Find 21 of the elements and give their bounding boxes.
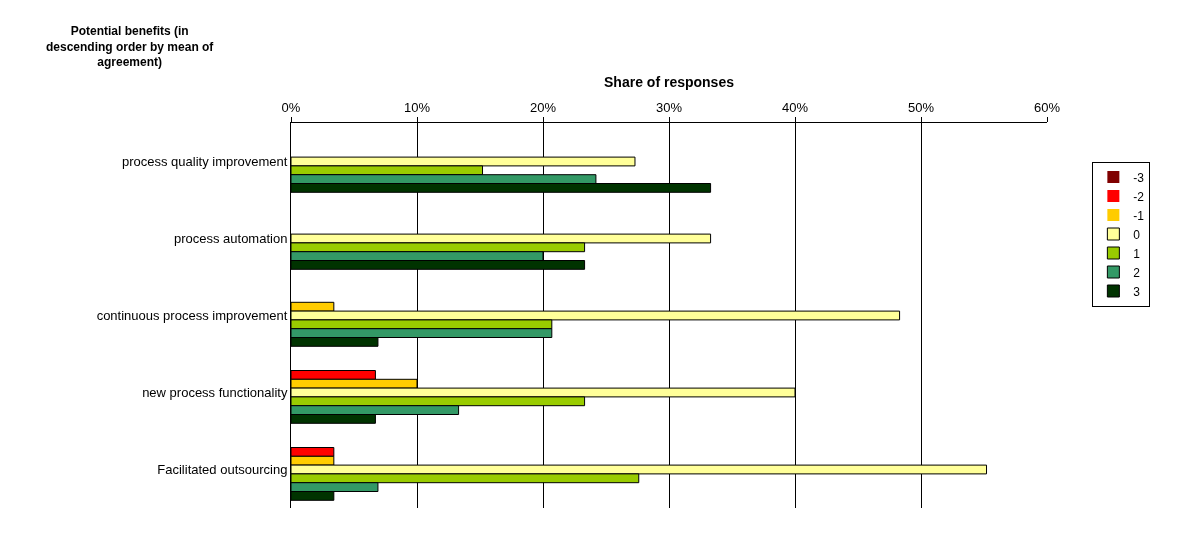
x-tick-label: 30% [655,99,683,115]
y-tick-label: Facilitated outsourcing [157,462,288,478]
legend-label: 2 [1133,265,1141,280]
legend-label: 1 [1133,246,1141,261]
x-tick-label: 0% [281,99,301,115]
x-tick-label: 20% [529,99,557,115]
legend-label: 3 [1133,284,1141,299]
x-tick-label: 40% [781,99,809,115]
x-tick-label: 60% [1033,99,1061,115]
legend-label: -3 [1133,170,1145,185]
y-tick-label: process quality improvement [121,154,288,170]
x-tick-label: 10% [403,99,431,115]
y-axis-title: Potential benefits (in descending order by mean of agreement) [46,24,215,70]
x-axis-title: Share of responses [604,74,735,91]
x-tick-label: 50% [907,99,935,115]
y-tick-label: process automation [173,231,288,247]
legend-label: -2 [1133,189,1145,204]
legend-label: 0 [1133,227,1141,242]
y-tick-label: new process functionality [142,385,288,401]
y-tick-label: continuous process improvement [96,308,288,324]
legend-label: -1 [1133,208,1145,223]
